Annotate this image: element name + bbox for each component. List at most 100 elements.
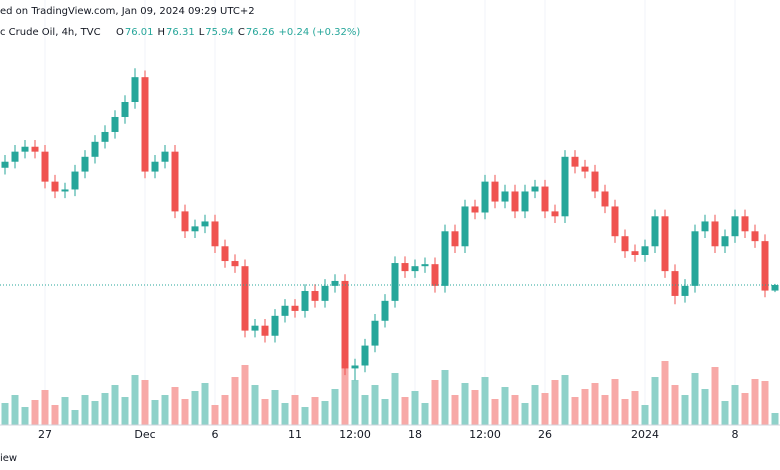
volume-bar (391, 373, 399, 425)
candle-body (621, 236, 629, 252)
legend-label: O (116, 27, 124, 38)
symbol-name: c Crude Oil, 4h, TVC (0, 27, 101, 38)
candle-body (641, 246, 649, 255)
x-tick-label: 27 (38, 428, 52, 441)
volume-bar (471, 390, 479, 425)
volume-bar (311, 397, 319, 425)
candle-body (461, 206, 469, 247)
candle-body (761, 241, 769, 291)
volume-bar (651, 377, 659, 425)
candle-body (241, 266, 249, 331)
volume-bar (401, 397, 409, 425)
volume-bar (351, 380, 359, 425)
volume-bar (181, 399, 189, 425)
volume-bar (531, 385, 539, 425)
volume-bar (581, 389, 589, 425)
candle-body (151, 161, 159, 172)
volume-bar (711, 367, 719, 425)
candle-body (301, 291, 309, 311)
candle-body (541, 186, 549, 212)
candle-body (481, 181, 489, 213)
volume-bar (291, 395, 299, 425)
candle-body (41, 151, 49, 182)
volume-bar (211, 405, 219, 425)
volume-bar (381, 399, 389, 425)
candle-body (571, 156, 579, 167)
volume-bar (81, 395, 89, 425)
volume-bar (251, 385, 259, 425)
x-tick-label: 2024 (631, 428, 659, 441)
legend-value: 76.26 (246, 27, 275, 38)
volume-bar (61, 397, 69, 425)
volume-bar (541, 393, 549, 425)
volume-bar (481, 377, 489, 425)
volume-bar (281, 403, 289, 425)
candle-body (371, 320, 379, 346)
candle-body (711, 221, 719, 247)
candle-body (71, 171, 79, 190)
volume-bar (571, 397, 579, 425)
volume-bar (91, 401, 99, 425)
candle-body (321, 285, 329, 301)
volume-bar (191, 391, 199, 425)
volume-bar (561, 375, 569, 425)
volume-bar (111, 385, 119, 425)
volume-bar (141, 380, 149, 425)
volume-bar (331, 389, 339, 425)
candle-body (291, 305, 299, 311)
candle-body (651, 216, 659, 247)
candle-body (581, 166, 589, 172)
candle-body (271, 315, 279, 336)
volume-bar (771, 413, 779, 425)
volume-bar (601, 395, 609, 425)
volume-bar (691, 373, 699, 425)
volume-bar (341, 363, 349, 425)
volume-bar (31, 400, 39, 425)
volume-bar (591, 383, 599, 425)
volume-bar (521, 403, 529, 425)
volume-bar (21, 407, 29, 425)
candle-body (91, 141, 99, 157)
volume-bar (731, 385, 739, 425)
volume-bar (451, 395, 459, 425)
candle-body (421, 264, 429, 267)
candle-body (361, 345, 369, 366)
candle-body (411, 266, 419, 272)
candle-body (61, 189, 69, 192)
candle-body (391, 263, 399, 301)
volume-bar (461, 383, 469, 425)
volume-bar (271, 390, 279, 425)
volume-bar (511, 395, 519, 425)
x-tick-label: 12:00 (339, 428, 371, 441)
volume-bar (121, 397, 129, 425)
volume-bar (161, 395, 169, 425)
candle-body (591, 171, 599, 192)
volume-bar (241, 365, 249, 425)
volume-bar (41, 390, 49, 425)
candle-body (201, 221, 209, 227)
candle-body (51, 181, 59, 192)
candle-body (531, 186, 539, 192)
candle-body (251, 325, 259, 331)
volume-bar (551, 380, 559, 425)
candle-body (351, 365, 359, 369)
candle-body (111, 116, 119, 132)
candle-body (281, 305, 289, 316)
volume-bar (761, 381, 769, 425)
x-tick-label: 6 (212, 428, 219, 441)
candle-body (471, 206, 479, 213)
x-tick-label: 12:00 (469, 428, 501, 441)
candle-body (161, 151, 169, 162)
ohlc-legend: O 76.01 H 76.31 L 75.94 C 76.26 +0.24 (+0.32%) (116, 27, 360, 38)
footer-text: iew (0, 453, 17, 464)
legend-label: C (238, 27, 245, 38)
candle-body (611, 206, 619, 237)
volume-bar (151, 400, 159, 425)
volume-bar (611, 379, 619, 425)
candle-body (331, 280, 339, 286)
candle-body (521, 191, 529, 212)
volume-bar (371, 385, 379, 425)
volume-bar (741, 393, 749, 425)
candle-body (31, 146, 39, 152)
candle-body (141, 77, 149, 172)
